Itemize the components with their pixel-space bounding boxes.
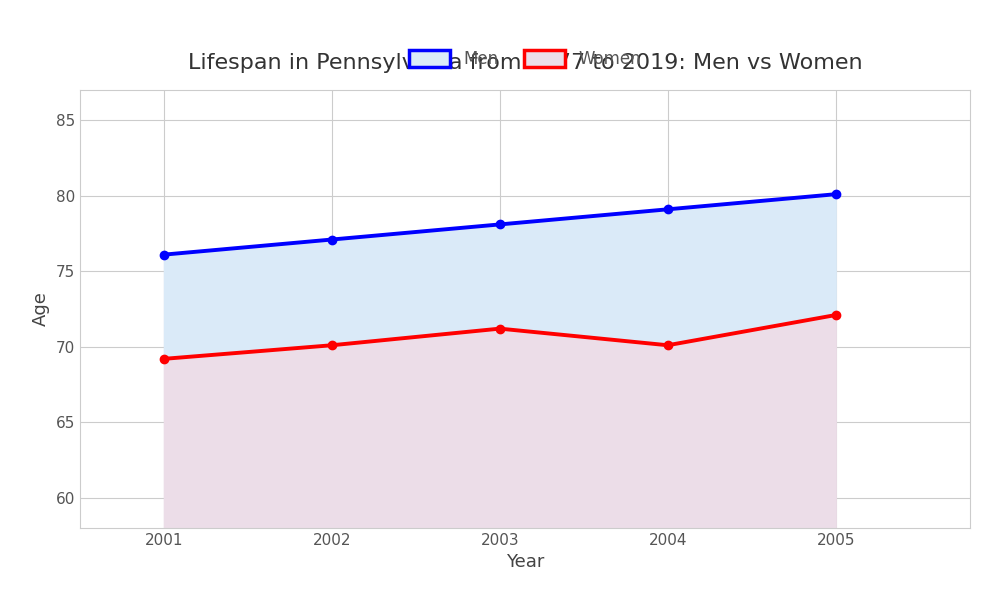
Line: Women: Women [160,311,840,363]
Women [158,355,170,362]
Men [494,221,506,228]
Y-axis label: Age: Age [32,292,50,326]
X-axis label: Year: Year [506,553,544,571]
Men [830,191,842,198]
Men [662,206,674,213]
Legend: Men, Women: Men, Women [400,41,650,76]
Men [158,251,170,258]
Women [494,325,506,332]
Women [830,311,842,319]
Line: Men: Men [160,190,840,259]
Men [326,236,338,243]
Title: Lifespan in Pennsylvania from 1977 to 2019: Men vs Women: Lifespan in Pennsylvania from 1977 to 20… [188,53,862,73]
Women [662,341,674,349]
Women [326,341,338,349]
